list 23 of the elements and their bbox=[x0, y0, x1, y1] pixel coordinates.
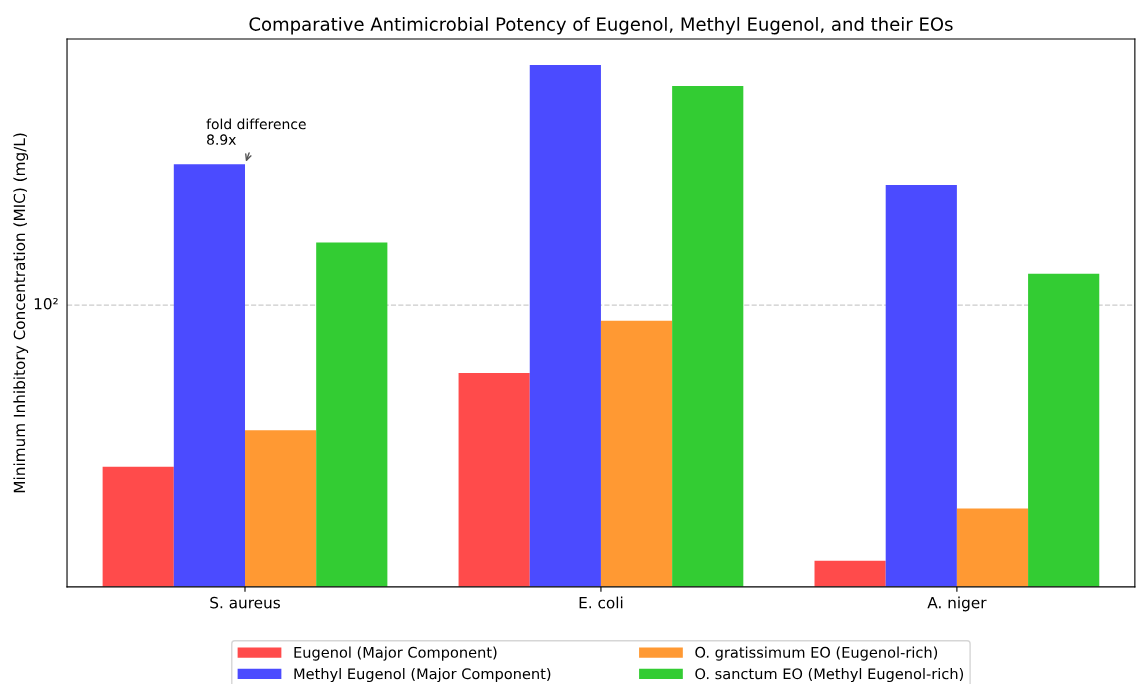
x-tick-label: E. coli bbox=[579, 596, 623, 609]
x-tick-label: A. niger bbox=[927, 596, 987, 612]
bar bbox=[529, 65, 601, 587]
legend-label: O. sanctum EO (Methyl Eugenol-rich) bbox=[695, 667, 964, 683]
legend-label: O. gratissimum EO (Eugenol-rich) bbox=[695, 646, 938, 661]
bar bbox=[956, 508, 1029, 587]
bar bbox=[102, 466, 174, 587]
bar bbox=[672, 85, 744, 587]
legend-label: Eugenol (Major Component) bbox=[294, 646, 497, 661]
annotation: fold difference 8.9x bbox=[206, 118, 306, 145]
text: 10² bbox=[34, 297, 58, 310]
bar bbox=[885, 185, 957, 587]
chart-title: Comparative Antimicrobial Potency of Eugenol, Methyl Eugenol, and their EOs bbox=[249, 16, 953, 35]
x-tick-label: S. aureus bbox=[210, 596, 280, 609]
legend-label: Methyl Eugenol (Major Component) bbox=[294, 667, 551, 683]
bar bbox=[814, 560, 886, 587]
bar bbox=[245, 430, 317, 587]
bar bbox=[316, 242, 388, 587]
bar bbox=[173, 164, 245, 587]
bar bbox=[1028, 273, 1100, 587]
bar bbox=[600, 320, 673, 587]
y-axis-title: Minimum Inhibitory Concentration (MIC) (mg/L) bbox=[13, 133, 29, 493]
bar bbox=[458, 372, 530, 587]
